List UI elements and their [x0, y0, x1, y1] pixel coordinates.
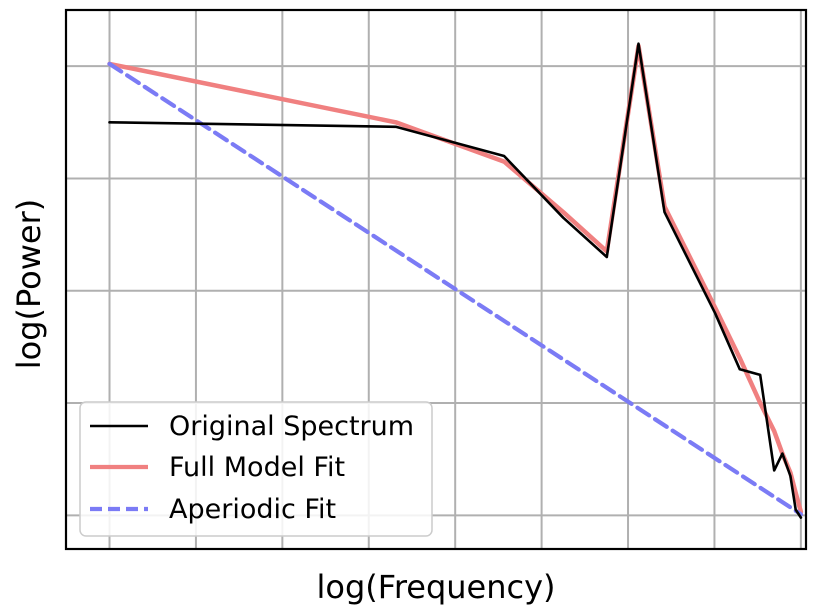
legend-label-aperiodic-fit: Aperiodic Fit — [169, 494, 336, 525]
legend-label-full-model-fit: Full Model Fit — [169, 452, 345, 483]
legend: Original Spectrum Full Model Fit Aperiod… — [79, 401, 433, 537]
legend-label-original-spectrum: Original Spectrum — [169, 411, 414, 442]
x-axis-label: log(Frequency) — [316, 568, 555, 606]
y-axis-label: log(Power) — [10, 199, 48, 370]
legend-box — [79, 401, 433, 537]
series-line-aperiodic-fit — [107, 61, 804, 517]
series-layer — [107, 42, 804, 519]
plot-frame — [64, 8, 808, 551]
series-line-original-spectrum — [108, 42, 803, 519]
grid-lines — [66, 10, 806, 549]
